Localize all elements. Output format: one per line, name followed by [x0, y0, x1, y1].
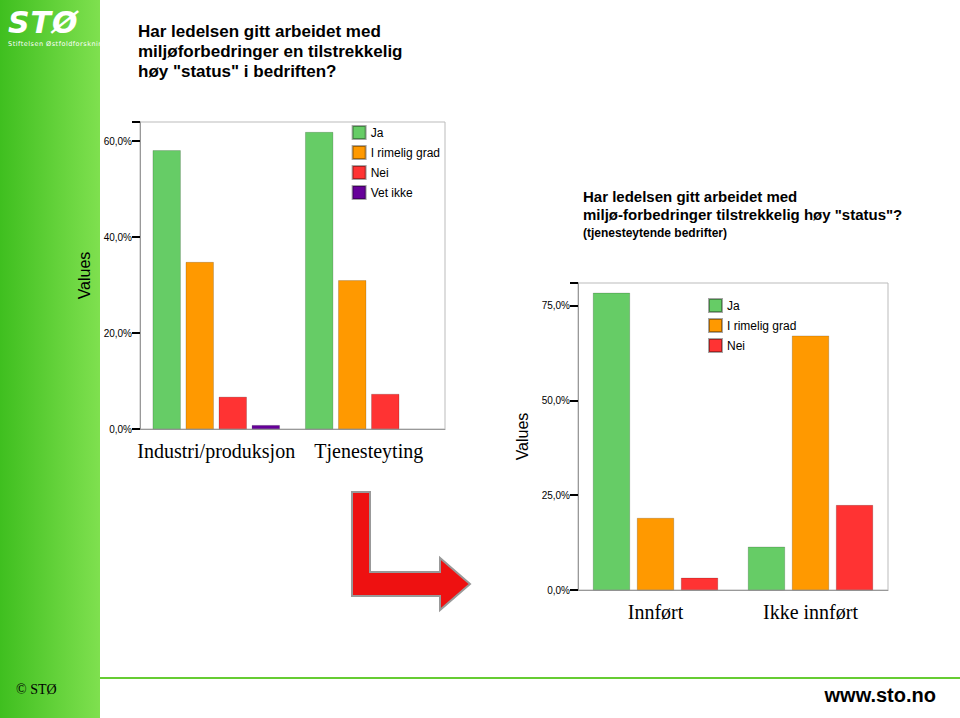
svg-text:Innført: Innført — [628, 601, 684, 623]
svg-text:miljø-forbedringer tilstrekkel: miljø-forbedringer tilstrekkelig høy "st… — [583, 206, 902, 223]
svg-text:0,0%: 0,0% — [109, 424, 132, 435]
svg-text:20,0%: 20,0% — [104, 328, 132, 339]
svg-text:0,0%: 0,0% — [547, 585, 570, 596]
html-text:Stiftelsen Østfoldforskning: Stiftelsen Østfoldforskning — [8, 40, 108, 48]
svg-text:(tjenesteytende bedrifter): (tjenesteytende bedrifter) — [583, 226, 727, 240]
svg-text:25,0%: 25,0% — [542, 490, 570, 501]
html-text:www.sto.no: www.sto.no — [824, 684, 936, 706]
svg-text:40,0%: 40,0% — [104, 232, 132, 243]
html-text:STØ: STØ — [8, 5, 79, 40]
svg-text:I rimelig grad: I rimelig grad — [727, 319, 796, 333]
svg-text:Ja: Ja — [727, 299, 740, 313]
svg-text:Values: Values — [76, 252, 93, 300]
svg-text:60,0%: 60,0% — [104, 136, 132, 147]
svg-text:Nei: Nei — [727, 339, 745, 353]
svg-text:Nei: Nei — [371, 166, 389, 180]
svg-text:75,0%: 75,0% — [542, 300, 570, 311]
html-text:© STØ: © STØ — [16, 682, 57, 697]
svg-text:Values: Values — [514, 413, 531, 461]
svg-text:Ja: Ja — [371, 126, 384, 140]
svg-text:I rimelig grad: I rimelig grad — [371, 146, 440, 160]
svg-text:Vet ikke: Vet ikke — [371, 186, 413, 200]
html-text:Har ledelsen gitt arbeidet med: Har ledelsen gitt arbeidet med miljøforb… — [138, 22, 403, 81]
svg-text:Tjenesteyting: Tjenesteyting — [314, 440, 423, 463]
svg-text:50,0%: 50,0% — [542, 395, 570, 406]
svg-text:Ikke innført: Ikke innført — [763, 601, 858, 623]
svg-text:Har ledelsen gitt arbeidet med: Har ledelsen gitt arbeidet med — [583, 188, 801, 205]
svg-text:Industri/produksjon: Industri/produksjon — [137, 440, 295, 463]
